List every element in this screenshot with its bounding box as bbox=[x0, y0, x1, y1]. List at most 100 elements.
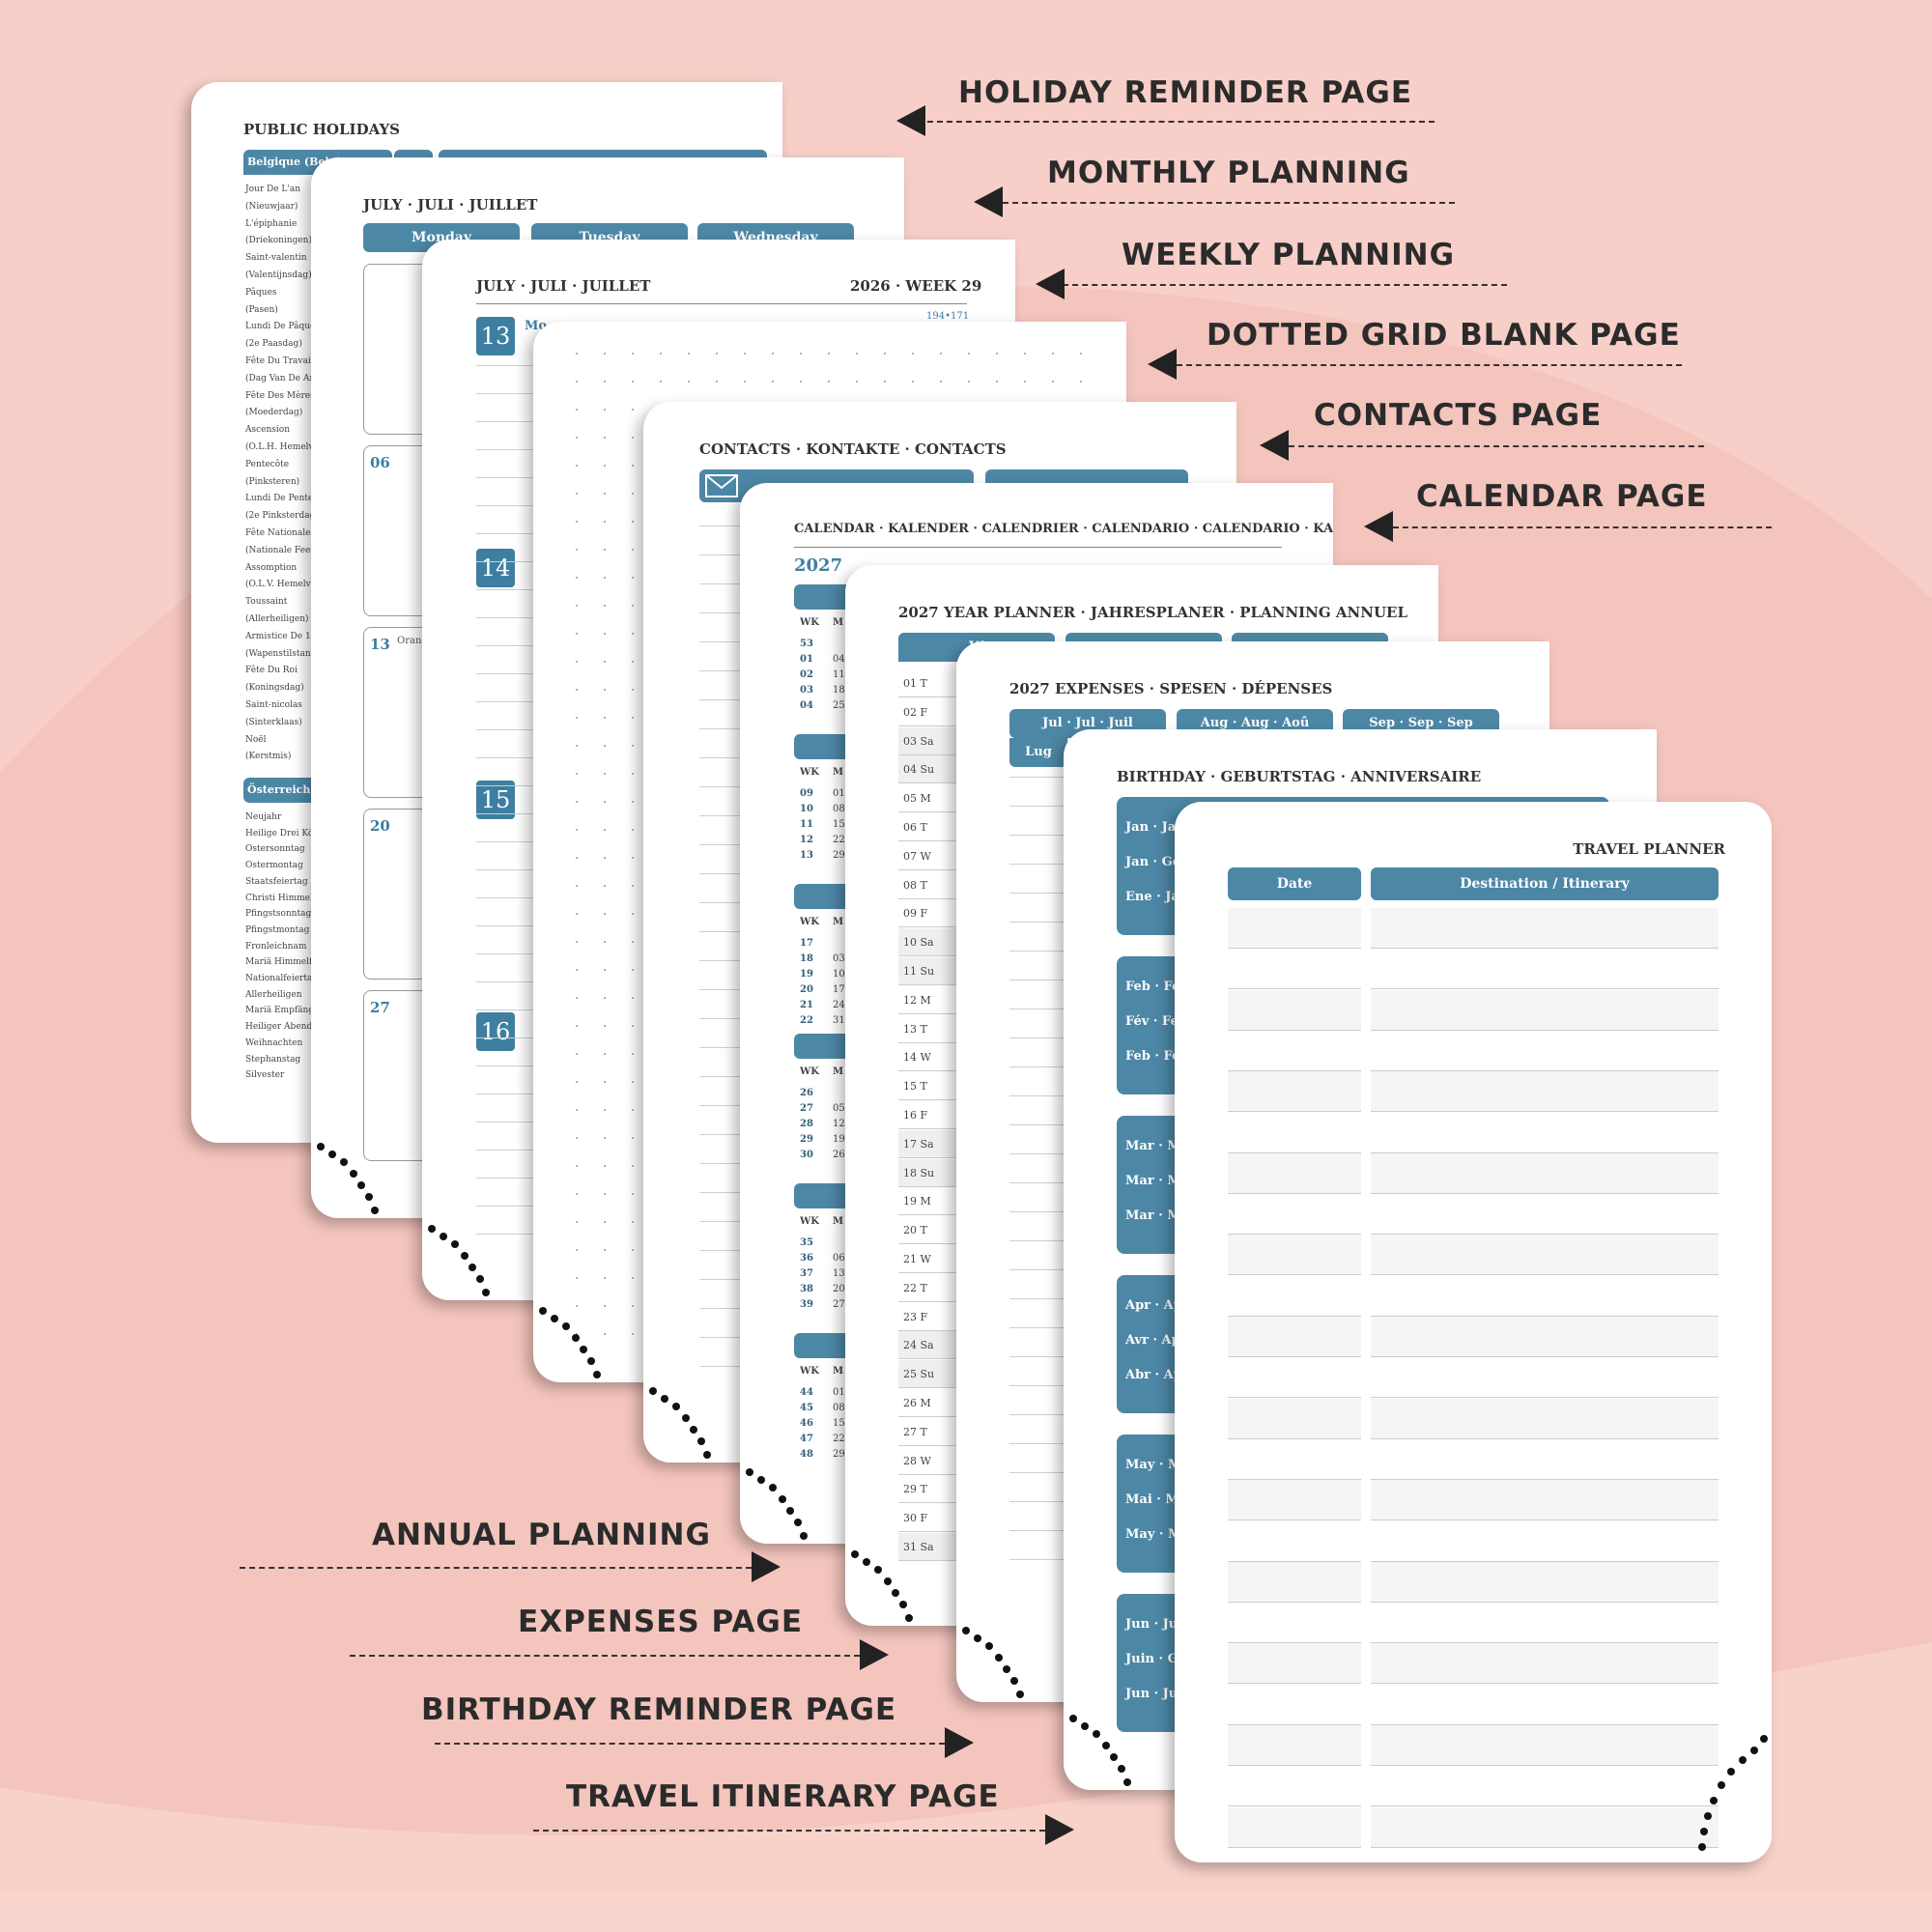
page-title: JULY · JULI · JUILLET bbox=[476, 277, 651, 295]
grid-dot bbox=[604, 381, 606, 383]
grid-dot bbox=[660, 353, 662, 355]
date-cell bbox=[1228, 1480, 1361, 1521]
grid-dot bbox=[604, 521, 606, 523]
grid-dot bbox=[604, 773, 606, 775]
grid-dot bbox=[604, 1165, 606, 1167]
grid-dot bbox=[576, 465, 578, 467]
week-number: 02 bbox=[800, 669, 813, 680]
month-label: Mar · M bbox=[1125, 1208, 1181, 1223]
pointer-line bbox=[1289, 445, 1704, 447]
week-number: 13 bbox=[800, 850, 813, 861]
week-number: 28 bbox=[800, 1119, 813, 1129]
destination-cell bbox=[1371, 1603, 1719, 1644]
mail-icon bbox=[705, 474, 738, 497]
arrow-right-icon bbox=[860, 1639, 889, 1670]
callout-holiday: HOLIDAY REMINDER PAGE bbox=[958, 75, 1413, 110]
grid-dot bbox=[940, 381, 942, 383]
holiday-name: Christi Himmelf bbox=[245, 893, 317, 903]
grid-dot bbox=[968, 381, 970, 383]
grid-dot bbox=[576, 913, 578, 915]
grid-dot bbox=[604, 661, 606, 663]
day-number: 25 bbox=[833, 700, 845, 711]
grid-dot bbox=[576, 997, 578, 999]
holiday-name: (Koningsdag) bbox=[245, 683, 304, 694]
date-cell bbox=[1228, 1317, 1361, 1357]
holiday-name: (Valentijnsdag) bbox=[245, 270, 312, 280]
week-number: 27 bbox=[800, 1103, 813, 1114]
day-number: 27 bbox=[370, 999, 390, 1016]
day-label: 18 Su bbox=[903, 1166, 935, 1179]
holiday-name: Heilige Drei Kön bbox=[245, 828, 320, 838]
date-cell bbox=[1228, 1561, 1361, 1603]
dotted-arc-decoration bbox=[1698, 1735, 1768, 1851]
page-title: BIRTHDAY · GEBURTSTAG · ANNIVERSAIRE bbox=[1117, 768, 1482, 785]
holiday-name: Pfingstsonntag bbox=[245, 909, 312, 920]
grid-dot bbox=[632, 997, 634, 999]
week-number: 45 bbox=[800, 1403, 813, 1413]
day-number: 20 bbox=[833, 1284, 845, 1294]
grid-dot bbox=[604, 997, 606, 999]
grid-dot bbox=[576, 1137, 578, 1139]
arrow-right-icon bbox=[752, 1551, 781, 1582]
grid-dot bbox=[632, 605, 634, 607]
grid-dot bbox=[576, 941, 578, 943]
day-number: 11 bbox=[833, 669, 845, 680]
day-label: 17 Sa bbox=[903, 1137, 934, 1151]
grid-dot bbox=[632, 801, 634, 803]
grid-dot bbox=[1024, 381, 1026, 383]
day-number: 08 bbox=[833, 1403, 845, 1413]
day-label: 28 W bbox=[903, 1454, 931, 1467]
holiday-name: (O.L.H. Hemelva bbox=[245, 442, 319, 452]
grid-dot bbox=[576, 549, 578, 551]
grid-dot bbox=[632, 1025, 634, 1027]
grid-dot bbox=[576, 745, 578, 747]
grid-dot bbox=[576, 1249, 578, 1251]
date-cell bbox=[1228, 1766, 1361, 1807]
year-label: 2027 bbox=[794, 555, 843, 576]
grid-dot bbox=[744, 353, 746, 355]
column-header-destination: Destination / Itinerary bbox=[1371, 867, 1719, 900]
grid-dot bbox=[828, 381, 830, 383]
grid-dot bbox=[632, 1081, 634, 1083]
destination-cell bbox=[1371, 1194, 1719, 1236]
holiday-name: (Wapenstilstand bbox=[245, 648, 317, 659]
week-number: 26 bbox=[800, 1088, 813, 1098]
day-number: 15 bbox=[833, 1418, 845, 1429]
holiday-name: (O.L.V. Hemelvaa bbox=[245, 580, 322, 590]
holiday-name: Ostersonntag bbox=[245, 844, 305, 855]
page-title: 2027 YEAR PLANNER · JAHRESPLANER · PLANN… bbox=[898, 604, 1408, 621]
date-cell bbox=[1228, 1357, 1361, 1399]
grid-dot bbox=[912, 353, 914, 355]
grid-dot bbox=[604, 941, 606, 943]
holiday-name: Fête Du Roi bbox=[245, 666, 298, 676]
grid-dot bbox=[576, 829, 578, 831]
day-label: 25 Su bbox=[903, 1368, 935, 1381]
grid-dot bbox=[604, 493, 606, 495]
pointer-line bbox=[1177, 364, 1682, 366]
day-number: 26 bbox=[833, 1150, 845, 1160]
month-label: May · M bbox=[1125, 1458, 1182, 1472]
grid-dot bbox=[576, 1109, 578, 1111]
week-number: 18 bbox=[800, 953, 813, 964]
divider bbox=[794, 547, 1282, 548]
holiday-name: L'épiphanie bbox=[245, 218, 298, 229]
callout-expenses: EXPENSES PAGE bbox=[518, 1605, 804, 1639]
callout-dotted: DOTTED GRID BLANK PAGE bbox=[1207, 318, 1681, 353]
day-label: 26 M bbox=[903, 1397, 931, 1409]
week-number: 53 bbox=[800, 639, 813, 649]
holiday-name: Ascension bbox=[245, 425, 290, 436]
arrow-left-icon bbox=[974, 186, 1003, 217]
grid-dot bbox=[576, 1165, 578, 1167]
day-label: 08 T bbox=[903, 878, 927, 892]
grid-dot bbox=[604, 605, 606, 607]
page-title: 2027 EXPENSES · SPESEN · DÉPENSES bbox=[1009, 680, 1333, 697]
page-title: JULY · JULI · JUILLET bbox=[363, 196, 538, 213]
date-cell bbox=[1228, 1725, 1361, 1766]
destination-cell bbox=[1371, 1030, 1719, 1071]
grid-dot bbox=[772, 381, 774, 383]
grid-dot bbox=[604, 801, 606, 803]
dotted-arc-decoration bbox=[1069, 1715, 1131, 1786]
month-label: Mar · M bbox=[1125, 1139, 1181, 1153]
grid-dot bbox=[576, 717, 578, 719]
grid-dot bbox=[576, 521, 578, 523]
